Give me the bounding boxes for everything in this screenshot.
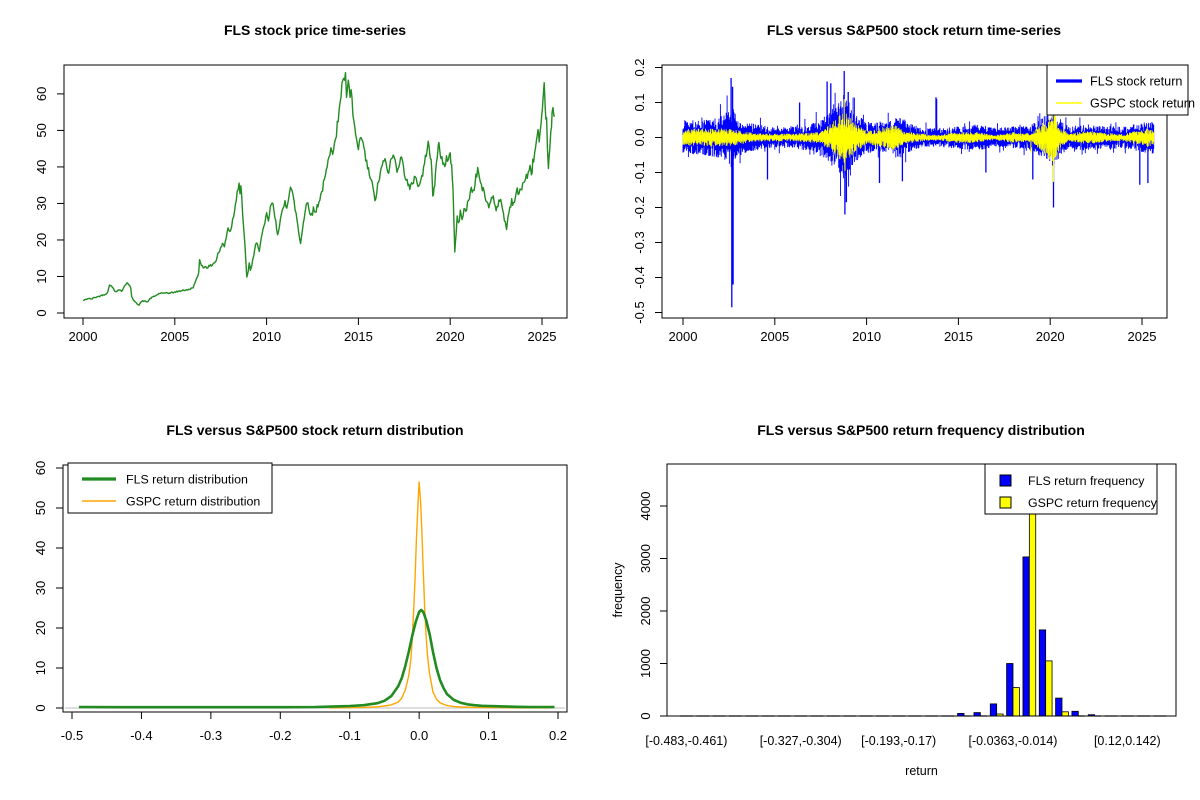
svg-text:2015: 2015	[944, 329, 973, 344]
svg-text:-0.2: -0.2	[269, 728, 291, 743]
returns-plot: 2000 2005 2010 2015 2020 2025 0.2 0.1 0.0 -0.1 -0.…	[632, 58, 1195, 344]
svg-text:2000: 2000	[69, 329, 98, 344]
price-chart-panel: 2000 2005 2010 2015 2020 2025 0 10 20 30 40 50 60	[0, 0, 600, 400]
svg-text:3000: 3000	[638, 544, 653, 573]
svg-text:10: 10	[33, 661, 48, 675]
histogram-plot: 0 1000 2000 3000 4000 [-0.483,-0.461) [-0.327,…	[611, 463, 1177, 778]
svg-text:FLS stock return: FLS stock return	[1090, 75, 1182, 89]
svg-text:-0.1: -0.1	[339, 728, 361, 743]
svg-text:[0.12,0.142): [0.12,0.142)	[1094, 734, 1161, 748]
returns-chart-panel: 2000 2005 2010 2015 2020 2025 0.2 0.1 0.0 -0.1 -0.…	[600, 0, 1200, 400]
density-chart-title: FLS versus S&P500 stock return distribut…	[166, 422, 464, 438]
svg-text:-0.2: -0.2	[632, 196, 647, 218]
svg-text:40: 40	[33, 541, 48, 555]
svg-text:2005: 2005	[160, 329, 189, 344]
svg-text:[-0.193,-0.17): [-0.193,-0.17)	[861, 734, 936, 748]
svg-text:FLS return distribution: FLS return distribution	[126, 473, 248, 487]
density-chart-panel: -0.5 -0.4 -0.3 -0.2 -0.1 0.0 0.1 0.2 0 10 20 30 40 50…	[0, 400, 600, 800]
svg-text:-0.4: -0.4	[632, 266, 647, 288]
returns-chart-title: FLS versus S&P500 stock return time-seri…	[766, 22, 1062, 38]
svg-text:1000: 1000	[638, 649, 653, 678]
svg-text:30: 30	[34, 196, 49, 210]
svg-text:2020: 2020	[436, 329, 465, 344]
svg-text:0.0: 0.0	[632, 128, 647, 146]
price-plot: 2000 2005 2010 2015 2020 2025 0 10 20 30 40 50 60	[34, 64, 568, 344]
svg-text:0.1: 0.1	[632, 93, 647, 111]
svg-text:50: 50	[33, 501, 48, 515]
svg-text:30: 30	[33, 581, 48, 595]
svg-text:-0.1: -0.1	[632, 161, 647, 183]
density-plot: -0.5 -0.4 -0.3 -0.2 -0.1 0.0 0.1 0.2 0 10 20 30 40 50…	[33, 461, 568, 743]
svg-text:GSPC return frequency: GSPC return frequency	[1028, 496, 1158, 510]
svg-text:0: 0	[638, 712, 653, 719]
svg-text:FLS return frequency: FLS return frequency	[1028, 474, 1145, 488]
svg-text:0.0: 0.0	[410, 728, 428, 743]
svg-text:4000: 4000	[638, 492, 653, 521]
svg-text:-0.3: -0.3	[200, 728, 222, 743]
svg-text:0: 0	[34, 309, 49, 316]
svg-text:-0.5: -0.5	[632, 301, 647, 323]
svg-text:2025: 2025	[528, 329, 557, 344]
svg-text:2025: 2025	[1128, 329, 1157, 344]
svg-text:0.1: 0.1	[480, 728, 498, 743]
histogram-chart-panel: 0 1000 2000 3000 4000 [-0.483,-0.461) [-0.327,…	[600, 400, 1200, 800]
svg-text:60: 60	[33, 461, 48, 475]
svg-text:2010: 2010	[852, 329, 881, 344]
svg-text:-0.5: -0.5	[61, 728, 83, 743]
svg-text:2000: 2000	[669, 329, 698, 344]
svg-text:2010: 2010	[252, 329, 281, 344]
svg-text:50: 50	[34, 123, 49, 137]
svg-text:GSPC return distribution: GSPC return distribution	[126, 495, 260, 509]
svg-text:GSPC stock return: GSPC stock return	[1090, 97, 1195, 111]
svg-text:frequency: frequency	[611, 562, 625, 618]
price-chart-title: FLS stock price time-series	[223, 22, 407, 38]
svg-text:[-0.0363,-0.014): [-0.0363,-0.014)	[969, 734, 1058, 748]
svg-text:0.2: 0.2	[549, 728, 567, 743]
svg-text:20: 20	[34, 233, 49, 247]
svg-text:20: 20	[33, 621, 48, 635]
svg-text:40: 40	[34, 160, 49, 174]
svg-text:2000: 2000	[638, 597, 653, 626]
svg-text:[-0.327,-0.304): [-0.327,-0.304)	[760, 734, 842, 748]
svg-text:-0.4: -0.4	[130, 728, 152, 743]
svg-text:[-0.483,-0.461): [-0.483,-0.461)	[645, 734, 727, 748]
svg-text:return: return	[905, 764, 938, 778]
svg-text:0.2: 0.2	[632, 58, 647, 76]
svg-text:2020: 2020	[1036, 329, 1065, 344]
svg-text:0: 0	[33, 704, 48, 711]
svg-text:10: 10	[34, 269, 49, 283]
svg-text:60: 60	[34, 87, 49, 101]
svg-text:-0.3: -0.3	[632, 231, 647, 253]
histogram-chart-title: FLS versus S&P500 return frequency distr…	[757, 422, 1085, 438]
svg-text:2005: 2005	[760, 329, 789, 344]
svg-text:2015: 2015	[344, 329, 373, 344]
